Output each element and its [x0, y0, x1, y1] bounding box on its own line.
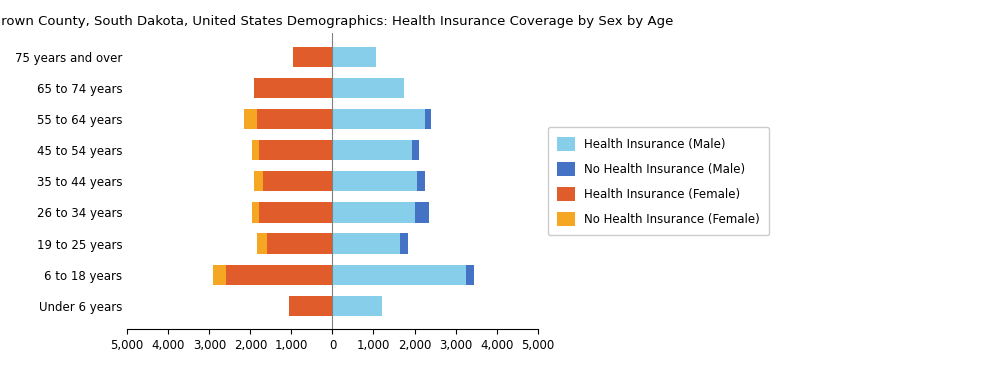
Bar [252, 202, 259, 222]
Bar [256, 233, 267, 254]
Bar [415, 202, 428, 222]
Bar [400, 233, 409, 254]
Bar [333, 78, 404, 98]
Bar [466, 265, 474, 285]
Bar [244, 109, 256, 129]
Bar [333, 265, 466, 285]
Legend: Health Insurance (Male), No Health Insurance (Male), Health Insurance (Female), : Health Insurance (Male), No Health Insur… [548, 127, 769, 236]
Bar [333, 295, 382, 316]
Bar [226, 265, 333, 285]
Bar [256, 109, 333, 129]
Bar [417, 171, 425, 192]
Bar [254, 171, 263, 192]
Bar [294, 47, 333, 67]
Bar [252, 140, 259, 160]
Bar [333, 140, 413, 160]
Bar [259, 202, 333, 222]
Bar [333, 202, 415, 222]
Bar [259, 140, 333, 160]
Bar [254, 78, 333, 98]
Bar [333, 233, 400, 254]
Bar [290, 295, 333, 316]
Bar [333, 171, 417, 192]
Bar [333, 47, 375, 67]
Bar [214, 265, 226, 285]
Bar [413, 140, 419, 160]
Bar [425, 109, 431, 129]
Bar [263, 171, 333, 192]
Title: Brown County, South Dakota, United States Demographics: Health Insurance Coverag: Brown County, South Dakota, United State… [0, 15, 673, 28]
Bar [267, 233, 333, 254]
Bar [333, 109, 425, 129]
